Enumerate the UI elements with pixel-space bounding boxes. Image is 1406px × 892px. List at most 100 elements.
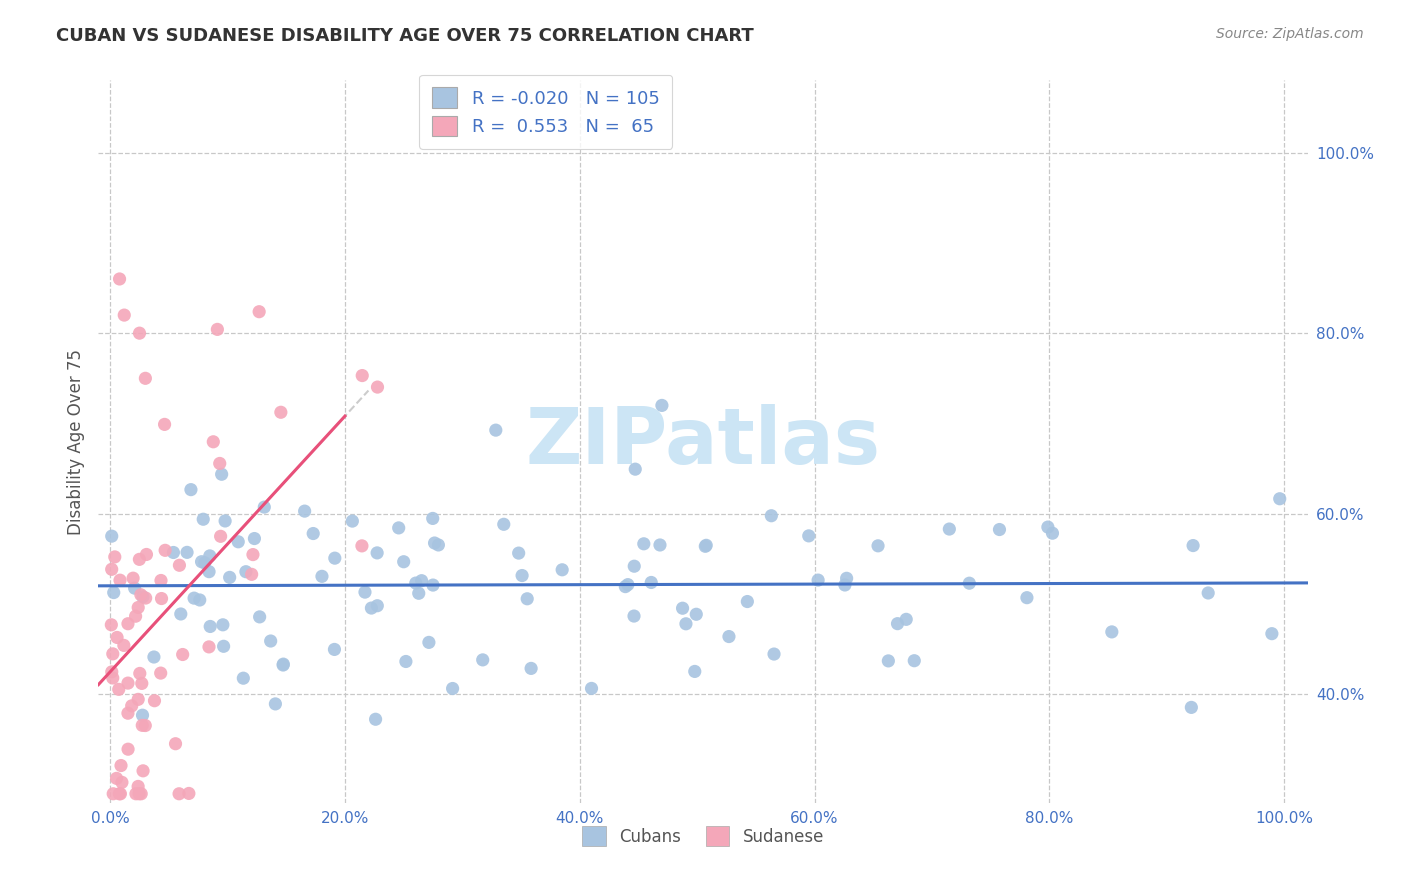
Point [1261,626,1284,640]
Point [342,514,364,528]
Point [896,612,918,626]
Point [132,764,155,778]
Point [683,665,706,679]
Point [127,780,149,794]
Point [108,272,131,286]
Point [271,658,294,673]
Point [100,665,122,679]
Point [1101,624,1123,639]
Point [132,590,155,604]
Point [143,694,166,708]
Point [131,718,153,732]
Point [623,559,645,574]
Point [520,661,543,675]
Point [110,758,132,772]
Point [1015,591,1038,605]
Point [422,511,444,525]
Point [108,787,131,801]
Point [194,556,217,570]
Point [124,609,146,624]
Point [675,616,697,631]
Point [253,500,276,514]
Point [350,539,373,553]
Point [877,654,900,668]
Point [170,607,193,621]
Point [226,534,249,549]
Point [695,538,717,552]
Point [471,653,494,667]
Point [264,697,287,711]
Point [247,304,270,318]
Point [938,522,960,536]
Point [240,567,263,582]
Point [207,322,229,336]
Point [153,417,176,432]
Text: CUBAN VS SUDANESE DISABILITY AGE OVER 75 CORRELATION CHART: CUBAN VS SUDANESE DISABILITY AGE OVER 75… [56,27,754,45]
Legend: Cubans, Sudanese: Cubans, Sudanese [575,820,831,852]
Point [131,676,153,690]
Point [886,616,908,631]
Point [294,504,316,518]
Point [807,573,830,587]
Point [122,571,145,585]
Point [198,549,221,563]
Point [1268,491,1291,506]
Point [104,549,127,564]
Point [516,591,538,606]
Point [323,551,346,566]
Point [366,599,388,613]
Point [169,558,191,573]
Point [103,787,125,801]
Point [422,578,444,592]
Point [134,371,156,385]
Point [100,529,122,543]
Point [111,775,134,789]
Point [737,594,759,608]
Point [366,380,388,394]
Point [135,548,157,562]
Point [129,787,152,801]
Point [183,591,205,606]
Point [180,483,202,497]
Point [508,546,530,560]
Point [198,640,221,654]
Point [162,545,184,559]
Point [1036,520,1059,534]
Point [218,570,240,584]
Point [128,787,150,801]
Point [167,787,190,801]
Point [957,576,980,591]
Point [108,573,131,587]
Point [117,676,139,690]
Point [581,681,603,696]
Text: Source: ZipAtlas.com: Source: ZipAtlas.com [1216,27,1364,41]
Point [1042,526,1064,541]
Point [623,609,645,624]
Point [624,462,647,476]
Point [112,639,135,653]
Point [671,601,693,615]
Point [232,671,254,685]
Point [717,630,740,644]
Point [190,555,212,569]
Point [101,647,124,661]
Point [121,698,143,713]
Point [193,512,215,526]
Point [1182,539,1205,553]
Point [1180,700,1202,714]
Point [131,708,153,723]
Point [551,563,574,577]
Point [614,580,637,594]
Point [135,591,157,605]
Point [128,326,150,341]
Point [392,555,415,569]
Point [212,640,235,654]
Point [103,585,125,599]
Point [834,578,856,592]
Point [797,529,820,543]
Point [165,737,187,751]
Point [235,565,257,579]
Point [510,568,533,582]
Point [209,529,232,543]
Point [214,514,236,528]
